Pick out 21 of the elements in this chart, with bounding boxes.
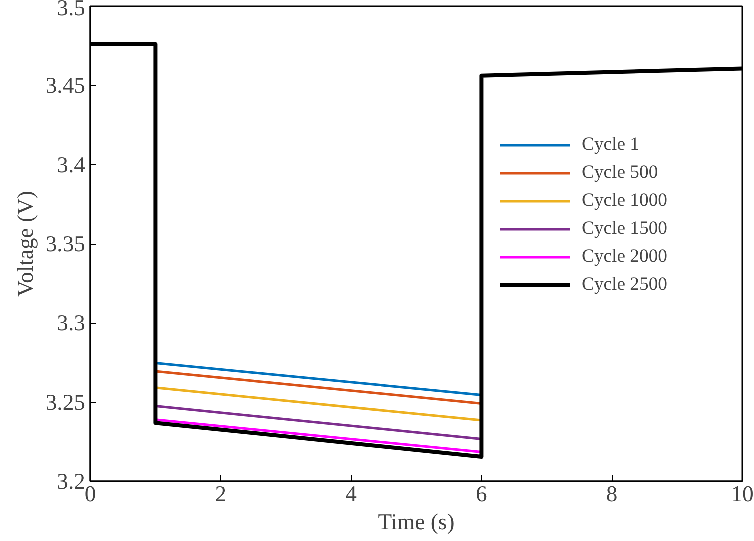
x-tick-label: 6 [476,482,488,506]
y-tick-label: 3.3 [57,310,86,336]
x-tick-label: 8 [606,482,618,506]
y-axis-title: Voltage (V) [12,191,38,297]
x-tick-label: 4 [346,482,357,506]
x-axis-title: Time (s) [378,510,455,534]
x-tick-label: 2 [215,482,227,506]
legend-label: Cycle 2000 [582,246,668,268]
x-tick-label: 0 [84,482,96,506]
y-tick-label: 3.25 [46,390,86,415]
y-tick-label: 3.4 [57,152,86,178]
x-tick-label: 10 [731,482,754,506]
legend-label: Cycle 1 [582,134,640,156]
y-tick-label: 3.35 [46,232,86,256]
legend-label: Cycle 2500 [582,274,668,296]
legend-label: Cycle 1000 [582,190,668,212]
y-tick-label: 3.5 [57,0,86,20]
y-tick-label: 3.2 [57,469,86,494]
legend-label: Cycle 1500 [582,218,668,240]
legend-label: Cycle 500 [582,162,658,184]
y-tick-label: 3.45 [46,73,86,98]
